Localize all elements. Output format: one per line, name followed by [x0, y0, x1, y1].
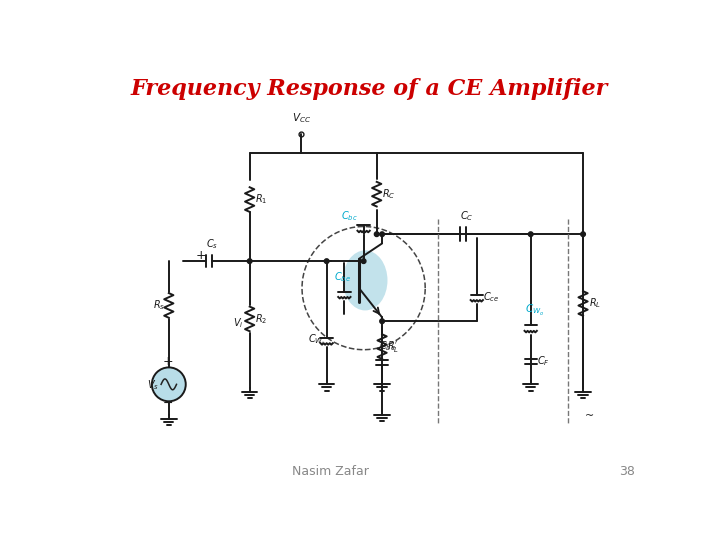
Text: $R_s$: $R_s$	[153, 299, 166, 312]
Text: $R_C$: $R_C$	[382, 187, 395, 201]
Circle shape	[528, 232, 533, 237]
Ellipse shape	[343, 251, 387, 310]
Text: $C_{be}$: $C_{be}$	[379, 339, 396, 353]
Circle shape	[379, 319, 384, 323]
Text: $V_s$: $V_s$	[148, 378, 159, 392]
Text: $C_{W_o}$: $C_{W_o}$	[525, 303, 544, 318]
Text: Nasim Zafar: Nasim Zafar	[292, 465, 369, 478]
Text: 38: 38	[619, 465, 635, 478]
Circle shape	[152, 367, 186, 401]
Text: ~: ~	[585, 411, 594, 421]
Circle shape	[379, 232, 384, 237]
Circle shape	[248, 259, 252, 264]
Text: $R_L'$: $R_L'$	[387, 339, 399, 354]
Text: $C_{ce}$: $C_{ce}$	[483, 291, 500, 304]
Text: $C_{be}$: $C_{be}$	[333, 271, 351, 284]
Text: $R_2$: $R_2$	[255, 312, 267, 326]
Circle shape	[581, 232, 585, 237]
Text: $C_{W_i}$: $C_{W_i}$	[308, 333, 325, 348]
Text: $C_s$: $C_s$	[206, 237, 218, 251]
Text: $V_{CC}$: $V_{CC}$	[292, 111, 311, 125]
Text: $C_C$: $C_C$	[460, 209, 473, 222]
Text: $R_1$: $R_1$	[255, 193, 267, 206]
Text: $C_F$: $C_F$	[537, 354, 549, 368]
Text: $R_L$: $R_L$	[589, 296, 601, 310]
Text: $C_{bc}$: $C_{bc}$	[341, 209, 357, 222]
Text: +: +	[196, 249, 207, 262]
Circle shape	[324, 259, 329, 264]
Text: −: −	[163, 397, 173, 410]
Text: Frequency Response of a CE Amplifier: Frequency Response of a CE Amplifier	[130, 78, 608, 100]
Text: $V_i$: $V_i$	[233, 316, 243, 330]
Circle shape	[361, 259, 366, 264]
Text: +: +	[163, 355, 174, 368]
Circle shape	[374, 232, 379, 237]
